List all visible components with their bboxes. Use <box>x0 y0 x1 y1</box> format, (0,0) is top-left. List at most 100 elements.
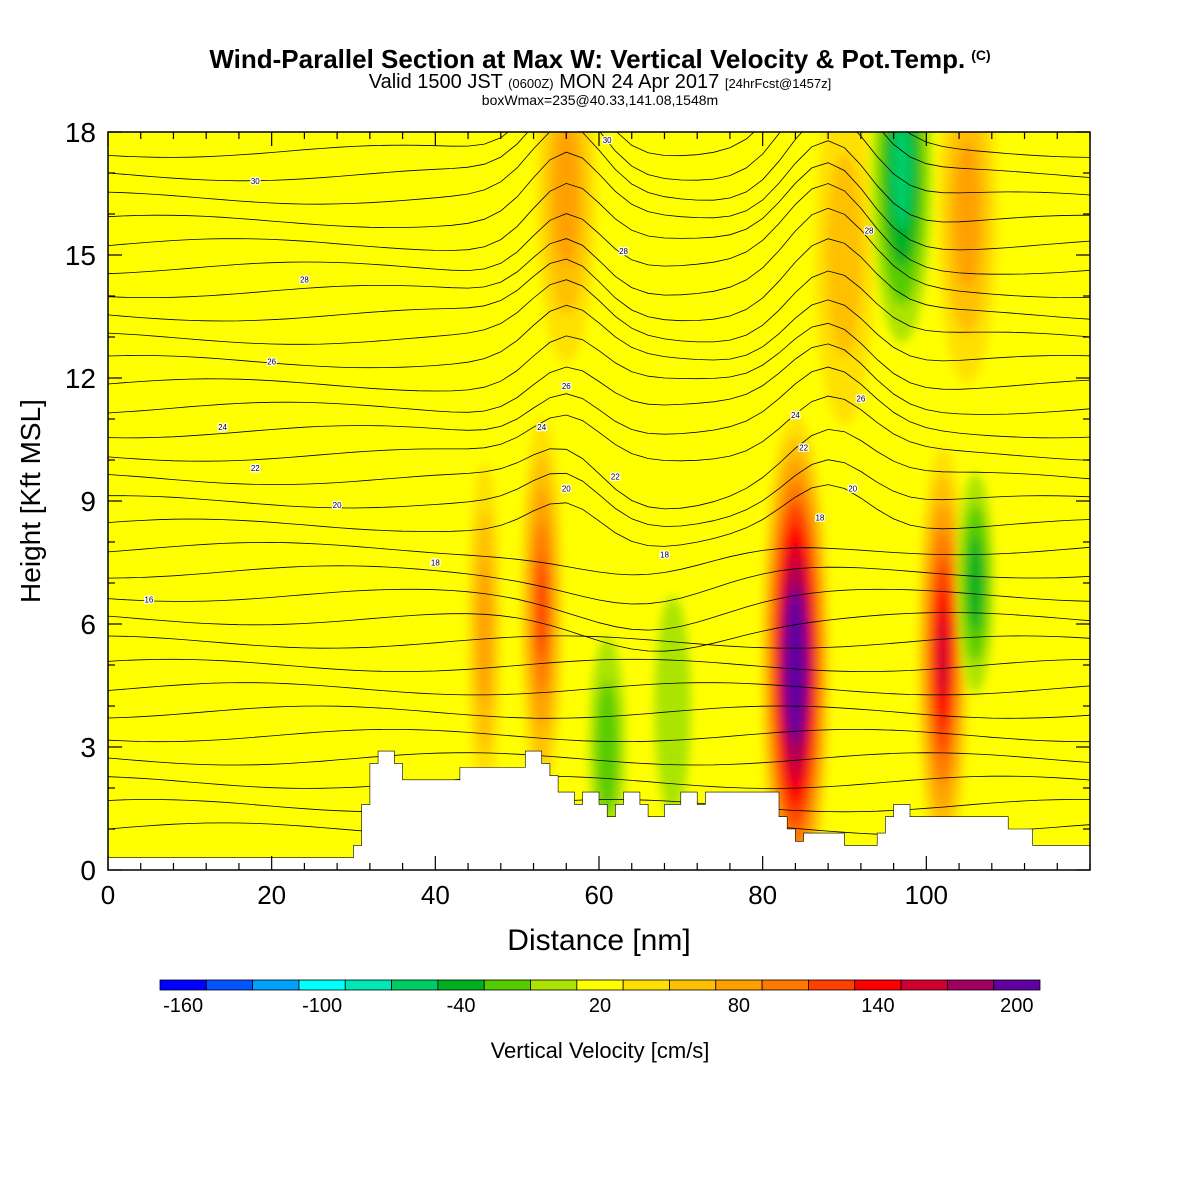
colorbar-swatch <box>298 979 346 991</box>
theta-contour <box>108 343 1090 415</box>
theta-contour <box>108 565 1090 605</box>
velocity-band <box>790 632 800 698</box>
velocity-band <box>826 153 863 357</box>
theta-contour <box>108 658 1090 673</box>
velocity-cell <box>957 473 994 693</box>
colorbar-swatch <box>252 979 300 991</box>
theta-contour-label: 26 <box>267 358 276 367</box>
velocity-field <box>467 132 998 870</box>
velocity-band <box>553 132 580 267</box>
x-tick-label: 40 <box>421 880 450 910</box>
velocity-cell <box>937 132 998 384</box>
theta-contour-label: 28 <box>619 247 628 256</box>
colorbar-swatch <box>669 979 717 991</box>
theta-contour-label: 18 <box>660 550 669 559</box>
chart-title: Wind-Parallel Section at Max W: Vertical… <box>0 44 1200 75</box>
y-tick-label: 3 <box>80 732 96 763</box>
theta-contour-label: 22 <box>799 444 808 453</box>
theta-contour-label: 28 <box>865 226 874 235</box>
theta-contour <box>108 588 1090 631</box>
theta-contour <box>108 752 1090 766</box>
colorbar-tick-label: -100 <box>302 995 342 1017</box>
colorbar-tick-label: 140 <box>861 995 894 1017</box>
theta-contour <box>108 729 1090 743</box>
chart-title-unit: (C) <box>971 47 991 63</box>
theta-contour <box>108 132 1090 205</box>
potential-temperature-contours: 30 28 26 24 22 20 18 16 30 28 26 24 22 20 18 28 26 24 22 20… <box>108 132 1090 836</box>
colorbar-swatch <box>761 979 809 991</box>
theta-contour <box>108 428 1090 510</box>
velocity-band <box>891 132 912 230</box>
theta-contour <box>108 238 1090 322</box>
velocity-band <box>967 535 984 631</box>
theta-contour-label: 18 <box>815 513 824 522</box>
y-tick-label: 12 <box>65 363 96 394</box>
theta-contour <box>108 612 1090 652</box>
theta-contour <box>108 459 1090 527</box>
colorbar-swatch <box>715 979 763 991</box>
velocity-cell <box>536 132 597 364</box>
theta-contour <box>108 132 1090 182</box>
colorbar-swatch <box>576 979 624 991</box>
velocity-cell <box>814 132 875 425</box>
velocity-band <box>954 141 981 287</box>
axes: 0 20 40 60 80 100 0 3 6 9 12 15 18 <box>65 117 1091 910</box>
velocity-cell <box>871 132 932 343</box>
valid-utc: (0600Z) <box>508 76 554 91</box>
theta-contour <box>108 682 1090 696</box>
colorbar-swatch <box>622 979 670 991</box>
theta-contour-label: 22 <box>611 472 620 481</box>
theta-contour-label: 16 <box>144 595 153 604</box>
valid-date: MON 24 Apr 2017 <box>559 71 720 93</box>
velocity-band <box>937 614 948 699</box>
chart-title-text: Wind-Parallel Section at Max W: Vertical… <box>209 44 966 74</box>
box-info: boxWmax=235@40.33,141.08,1548m <box>481 92 719 108</box>
theta-contour-label: 22 <box>251 464 260 473</box>
theta-contour-label: 24 <box>218 423 227 432</box>
theta-contour <box>108 162 1090 251</box>
x-tick-label: 80 <box>748 880 777 910</box>
theta-contour-label: 30 <box>251 177 260 186</box>
y-tick-label: 9 <box>80 486 96 517</box>
theta-contour <box>108 484 1090 547</box>
plot-area: 30 28 26 24 22 20 18 16 30 28 26 24 22 20 18 28 26 24 22 20… <box>107 131 1091 871</box>
theta-contour-label: 28 <box>300 276 309 285</box>
y-tick-label: 6 <box>80 609 96 640</box>
theta-contour-label: 26 <box>562 382 571 391</box>
velocity-cell <box>520 417 563 798</box>
colorbar-swatch <box>159 979 207 991</box>
x-axis-label: Distance [nm] <box>507 924 690 957</box>
colorbar-swatch <box>808 979 856 991</box>
y-tick-label: 18 <box>65 117 96 148</box>
theta-contour <box>108 395 1090 462</box>
colorbar-swatch <box>437 979 485 991</box>
theta-contour <box>108 270 1090 345</box>
theta-contour <box>108 322 1090 392</box>
colorbar-swatch <box>205 979 254 991</box>
y-axis-label: Height [Kft MSL] <box>15 399 46 603</box>
colorbar-swatch <box>854 979 902 991</box>
theta-contour-label: 26 <box>856 395 865 404</box>
x-tick-label: 100 <box>905 880 948 910</box>
colorbar-tick-label: -40 <box>447 995 476 1017</box>
theta-contour-label: 30 <box>603 136 612 145</box>
colorbar-tick-label: 80 <box>728 995 750 1017</box>
theta-contour-label: 24 <box>537 423 546 432</box>
colorbar-swatch <box>946 979 995 991</box>
y-tick-label: 0 <box>80 855 96 886</box>
y-tick-label: 15 <box>65 240 96 271</box>
colorbar-swatch <box>391 979 439 991</box>
colorbar-label: Vertical Velocity [cm/s] <box>491 1038 710 1063</box>
colorbar-tick-label: -160 <box>163 995 203 1017</box>
theta-contour <box>108 635 1090 649</box>
colorbar-tick-label: 200 <box>1000 995 1033 1017</box>
valid-prefix: Valid 1500 JST <box>368 71 503 93</box>
terrain-mask <box>107 750 1091 871</box>
theta-contour-label: 20 <box>562 485 571 494</box>
velocity-band <box>596 681 618 813</box>
x-tick-label: 60 <box>585 880 614 910</box>
theta-contour <box>108 183 1090 275</box>
theta-contour <box>108 705 1090 719</box>
theta-contour-label: 18 <box>431 559 440 568</box>
